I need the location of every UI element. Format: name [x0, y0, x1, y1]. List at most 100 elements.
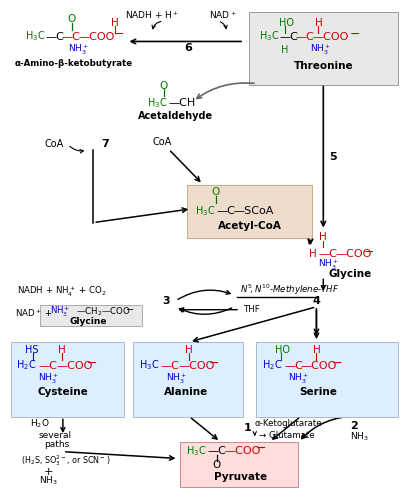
FancyBboxPatch shape [256, 342, 398, 417]
Text: NADH + H$^+$: NADH + H$^+$ [125, 9, 179, 21]
Text: (H$_2$S, SO$_3^{2-}$, or SCN$^-$): (H$_2$S, SO$_3^{2-}$, or SCN$^-$) [21, 453, 110, 468]
Text: NH$_3$: NH$_3$ [39, 475, 58, 488]
FancyArrowPatch shape [178, 290, 230, 299]
Text: —COO: —COO [79, 31, 115, 41]
FancyArrowPatch shape [302, 417, 347, 439]
Text: NAD$^+$ +: NAD$^+$ + [15, 308, 53, 319]
Text: −: − [256, 442, 266, 455]
Text: H$_3$C: H$_3$C [195, 204, 215, 218]
Text: 4: 4 [312, 296, 320, 306]
Text: NH$_3^+$: NH$_3^+$ [318, 257, 339, 272]
Text: —C: —C [279, 31, 298, 41]
Text: paths: paths [44, 440, 70, 449]
Text: Acetyl-CoA: Acetyl-CoA [218, 222, 282, 232]
FancyBboxPatch shape [249, 12, 398, 84]
Text: H: H [185, 345, 193, 355]
Text: O: O [212, 461, 221, 471]
Text: −: − [364, 246, 374, 258]
Text: —CH: —CH [168, 98, 196, 108]
FancyBboxPatch shape [133, 342, 243, 417]
Text: —COO: —COO [179, 360, 215, 371]
Text: —C: —C [161, 360, 180, 371]
Text: NH$_3^+$: NH$_3^+$ [68, 43, 89, 57]
Text: H$_3$C: H$_3$C [186, 444, 207, 458]
FancyArrowPatch shape [220, 22, 227, 28]
Text: CoA: CoA [152, 137, 171, 147]
Text: 1: 1 [244, 423, 252, 433]
Text: —COO: —COO [335, 249, 372, 259]
Text: −: − [87, 357, 98, 370]
Text: several: several [38, 432, 72, 441]
FancyBboxPatch shape [11, 342, 124, 417]
Text: Glycine: Glycine [70, 317, 107, 326]
Text: H$_2$C: H$_2$C [16, 359, 36, 372]
Text: H: H [58, 345, 66, 355]
Text: —C: —C [208, 446, 226, 456]
Text: H$_3$C: H$_3$C [147, 96, 167, 110]
Text: −: − [332, 357, 342, 370]
FancyArrowPatch shape [70, 146, 83, 153]
Text: Alanine: Alanine [164, 387, 208, 397]
Text: —COO: —COO [312, 31, 349, 41]
Text: —COO: —COO [56, 360, 92, 371]
FancyArrowPatch shape [308, 239, 312, 244]
Text: H$_3$C: H$_3$C [259, 29, 279, 43]
Text: −: − [114, 28, 124, 41]
Text: HS: HS [25, 345, 38, 355]
Text: Glycine: Glycine [328, 269, 371, 279]
Text: NH$_3^+$: NH$_3^+$ [166, 372, 187, 386]
Text: 2: 2 [350, 421, 357, 431]
Text: → Glutamate: → Glutamate [259, 431, 314, 440]
FancyArrowPatch shape [197, 83, 254, 98]
Text: H$_3$C: H$_3$C [25, 29, 45, 43]
Text: —C: —C [318, 249, 337, 259]
Text: Pyruvate: Pyruvate [214, 472, 267, 482]
Text: HO: HO [275, 345, 290, 355]
Text: H$_3$C: H$_3$C [139, 359, 160, 372]
Text: −: − [127, 305, 135, 315]
Text: —C: —C [216, 206, 235, 216]
Text: NH$_3^+$: NH$_3^+$ [310, 43, 331, 57]
FancyBboxPatch shape [181, 442, 298, 487]
Text: 7: 7 [101, 139, 109, 149]
Text: —C: —C [296, 31, 315, 41]
Text: NH$_3$: NH$_3$ [350, 431, 369, 443]
Text: —C: —C [62, 31, 81, 41]
FancyArrowPatch shape [152, 21, 161, 29]
Text: 5: 5 [329, 152, 337, 162]
Text: H: H [314, 18, 322, 28]
Text: —COO: —COO [301, 360, 337, 371]
Text: —SCoA: —SCoA [233, 206, 274, 216]
Text: NADH + NH$_4^+$ + CO$_2$: NADH + NH$_4^+$ + CO$_2$ [17, 285, 106, 299]
Text: $N^5\!,N^{10}$-Methylene-THF: $N^5\!,N^{10}$-Methylene-THF [240, 283, 340, 297]
Text: NAD$^+$: NAD$^+$ [209, 9, 236, 21]
Text: H: H [313, 345, 320, 355]
Text: 3: 3 [162, 296, 170, 306]
Text: −: − [350, 28, 360, 41]
Text: Acetaldehyde: Acetaldehyde [138, 111, 213, 121]
Text: H$_2$O: H$_2$O [29, 418, 49, 431]
Text: NH$_3^+$: NH$_3^+$ [288, 372, 310, 386]
FancyArrowPatch shape [179, 308, 232, 314]
Text: α-Ketoglutarate: α-Ketoglutarate [255, 419, 322, 428]
Text: —CH$_2$—COO: —CH$_2$—COO [76, 305, 131, 318]
Text: H: H [111, 18, 118, 28]
Text: H: H [320, 232, 327, 242]
Text: +: + [44, 467, 53, 477]
Text: 6: 6 [184, 43, 192, 53]
Text: O: O [212, 187, 220, 197]
Text: H: H [281, 45, 289, 55]
Text: α-Amino-β-ketobutyrate: α-Amino-β-ketobutyrate [15, 59, 133, 68]
Text: THF: THF [244, 305, 261, 314]
Text: NH$_3^+$: NH$_3^+$ [37, 372, 59, 386]
Text: −: − [208, 357, 219, 370]
Text: NH$_3^+$: NH$_3^+$ [50, 304, 71, 319]
Text: H: H [309, 249, 316, 259]
Text: —C: —C [284, 360, 303, 371]
Text: HO: HO [279, 18, 294, 28]
Text: Threonine: Threonine [293, 61, 353, 71]
FancyBboxPatch shape [40, 305, 142, 326]
Text: O: O [160, 80, 168, 90]
Text: CoA: CoA [44, 139, 64, 149]
FancyBboxPatch shape [187, 185, 312, 238]
